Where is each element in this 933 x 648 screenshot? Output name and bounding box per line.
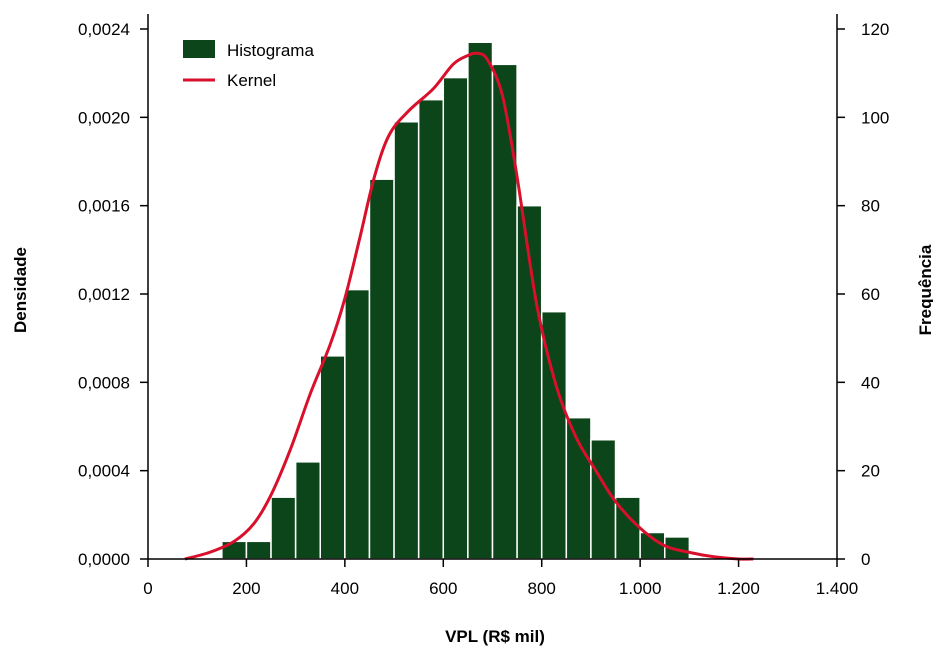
x-tick-label: 0 (143, 579, 152, 598)
left-y-tick-label: 0,0008 (78, 373, 130, 392)
axis-ticks: 0 200 400 600 800 1.000 1.200 1.4000,00000,0004… (78, 20, 889, 598)
legend-kernel-label: Kernel (227, 71, 276, 90)
left-y-tick-label: 0,0024 (78, 20, 130, 39)
histogram-bar (245, 540, 272, 560)
x-axis-title: VPL (R$ mil) (445, 627, 545, 646)
kernel-density-line (184, 51, 754, 561)
histogram-bar (590, 439, 617, 560)
histogram-bar (393, 121, 420, 560)
histogram-bar (467, 41, 494, 560)
histogram-bar (221, 540, 248, 560)
left-y-tick-label: 0,0020 (78, 108, 130, 127)
x-tick-label: 1.000 (619, 579, 662, 598)
x-tick-label: 1.400 (816, 579, 859, 598)
histogram-bar (368, 178, 395, 560)
right-y-tick-label: 80 (861, 197, 880, 216)
legend: Histograma Kernel (183, 40, 314, 90)
right-y-tick-label: 0 (861, 550, 870, 569)
x-tick-label: 600 (429, 579, 457, 598)
histogram-bars (221, 41, 691, 560)
left-axis-title: Densidade (11, 247, 30, 333)
histogram-bar (565, 416, 592, 560)
right-y-tick-label: 100 (861, 108, 889, 127)
left-y-tick-label: 0,0016 (78, 197, 130, 216)
x-tick-label: 400 (331, 579, 359, 598)
right-axis-title: Frequência (916, 244, 933, 335)
x-tick-label: 800 (528, 579, 556, 598)
histogram-bar (491, 63, 518, 560)
left-y-tick-label: 0,0004 (78, 462, 130, 481)
left-y-tick-label: 0,0012 (78, 285, 130, 304)
right-y-tick-label: 120 (861, 20, 889, 39)
x-tick-label: 1.200 (717, 579, 760, 598)
histogram-bar (319, 355, 346, 560)
right-y-tick-label: 40 (861, 373, 880, 392)
right-y-tick-label: 20 (861, 462, 880, 481)
legend-histogram-label: Histograma (227, 41, 314, 60)
left-y-tick-label: 0,0000 (78, 550, 130, 569)
legend-histogram-swatch (183, 40, 215, 58)
histogram-bar (417, 98, 445, 560)
histogram-bar (442, 76, 469, 560)
histogram-bar (294, 461, 321, 560)
histogram-bar (270, 496, 297, 560)
x-tick-label: 200 (232, 579, 260, 598)
right-y-tick-label: 60 (861, 285, 880, 304)
histogram-bar (344, 288, 371, 560)
